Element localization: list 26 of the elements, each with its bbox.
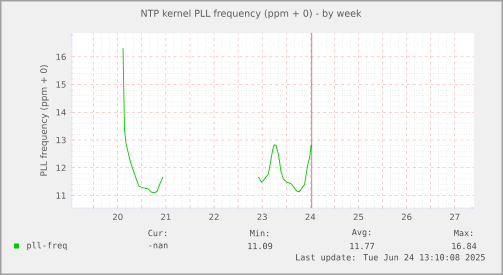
x-tick-label: 27 [450, 214, 460, 220]
y-tick-label: 11 [56, 192, 66, 199]
x-tick-label: 20 [112, 214, 123, 220]
x-tick-label: 25 [354, 214, 364, 220]
y-tick-label: 15 [56, 81, 66, 88]
y-axis-title: PLL frequency (ppm + 0) [40, 65, 49, 176]
text: Last update: Tue Jun 24 13:10:08 2025 [296, 254, 485, 262]
text: Cur: [148, 230, 166, 236]
text: 16.84 [452, 242, 476, 250]
y-tick-label: 12 [56, 164, 66, 171]
x-tick-label: 23 [257, 214, 267, 220]
y-tick-label: 13 [56, 136, 66, 144]
x-tick-label: 22 [209, 214, 219, 220]
text: 11.09 [248, 242, 272, 250]
y-tick-label: 14 [56, 109, 66, 116]
text: 11.77 [350, 242, 374, 250]
chart-title: NTP kernel PLL frequency (ppm + 0) - by week [141, 10, 362, 19]
text: -nan [149, 244, 168, 248]
y-tick-label: 16 [56, 54, 66, 60]
legend-label: pll-freq [27, 242, 67, 250]
text: Max: [454, 230, 472, 236]
x-tick-label: 21 [161, 214, 170, 220]
x-tick-label: 26 [402, 214, 412, 220]
text: Min: [250, 230, 268, 236]
x-tick-label: 24 [306, 214, 316, 220]
text: Avg: [352, 229, 370, 237]
